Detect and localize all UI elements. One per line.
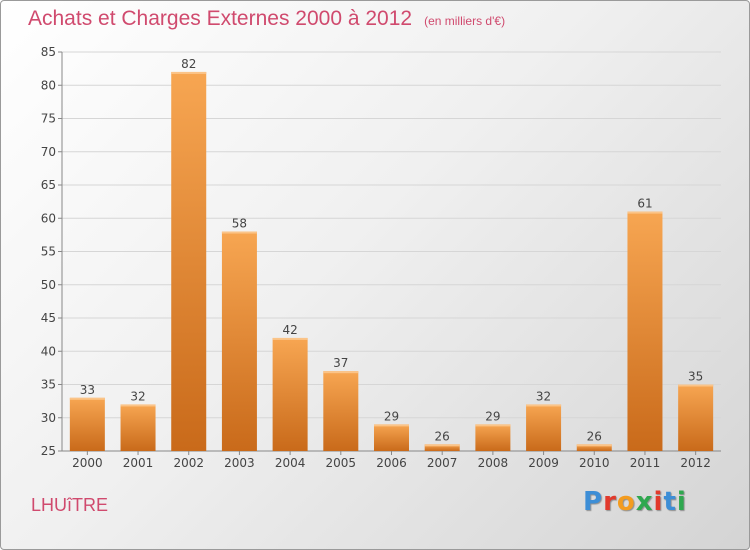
bar-highlight [221, 231, 257, 234]
chart-title: Achats et Charges Externes 2000 à 2012 [28, 7, 413, 30]
x-tick-label: 2008 [478, 456, 509, 470]
brand-letter: x [635, 487, 654, 517]
bar [576, 444, 612, 451]
x-tick-label: 2009 [528, 456, 559, 470]
data-label: 29 [384, 409, 399, 423]
label-layer: 33 32 82 58 42 37 29 26 29 32 26 61 35 [80, 57, 704, 443]
bar-highlight [171, 71, 207, 74]
bar [627, 211, 663, 451]
bar-highlight [627, 211, 663, 214]
data-label: 26 [435, 429, 450, 443]
data-label: 32 [130, 389, 145, 403]
bar-highlight [272, 337, 308, 340]
data-label: 29 [485, 409, 500, 423]
brand-letter: o [616, 487, 636, 517]
bar-highlight [69, 397, 105, 400]
bar [323, 371, 359, 451]
axis-layer: 25 30 35 40 45 50 55 60 65 70 75 80 85 2000 2001 2002 20… [41, 45, 721, 470]
y-tick-label: 25 [41, 444, 56, 458]
y-tick-label: 35 [41, 378, 56, 392]
y-tick-label: 45 [41, 311, 56, 325]
y-tick-label: 65 [41, 178, 56, 192]
brand-letter: t [663, 487, 677, 517]
brand-letter: i [653, 487, 664, 517]
x-tick-label: 2012 [680, 456, 711, 470]
x-tick-label: 2005 [326, 456, 357, 470]
bar-highlight [576, 444, 612, 447]
bar [526, 404, 562, 451]
y-tick-label: 70 [41, 145, 56, 159]
x-tick-label: 2011 [630, 456, 661, 470]
brand-letter: r [603, 487, 617, 517]
y-tick-label: 80 [41, 78, 56, 92]
bar-highlight [526, 404, 562, 407]
brand-letter: P [583, 487, 604, 517]
bar-highlight [678, 384, 714, 387]
bar [374, 424, 409, 451]
x-tick-label: 2003 [224, 456, 255, 470]
y-tick-label: 30 [41, 411, 56, 425]
y-tick-label: 75 [41, 112, 56, 126]
data-label: 35 [688, 370, 703, 384]
y-tick-label: 40 [41, 344, 56, 358]
x-tick-label: 2001 [123, 456, 154, 470]
x-tick-label: 2007 [427, 456, 458, 470]
bar [272, 337, 308, 451]
bar [424, 444, 460, 451]
x-tick-label: 2002 [173, 456, 204, 470]
bar-layer [69, 71, 714, 451]
bar [678, 384, 714, 451]
commune-name: LHUîTRE [31, 495, 109, 515]
grid-layer [62, 51, 721, 452]
data-label: 61 [637, 197, 652, 211]
x-tick-label: 2010 [579, 456, 610, 470]
bar-highlight [424, 444, 460, 447]
x-tick-label: 2006 [376, 456, 407, 470]
bar-highlight [323, 371, 359, 374]
bar-highlight [120, 404, 156, 407]
y-tick-label: 85 [41, 45, 56, 59]
bar-highlight [475, 424, 511, 427]
y-tick-label: 50 [41, 278, 56, 292]
bar [69, 397, 105, 451]
bar [475, 424, 511, 451]
bar [171, 71, 207, 451]
data-label: 37 [333, 356, 348, 370]
bar-highlight [374, 424, 409, 427]
proxiti-logo: Proxiti [583, 487, 687, 517]
data-label: 82 [181, 57, 196, 71]
chart-header: Achats et Charges Externes 2000 à 2012 (… [28, 7, 505, 31]
brand-letter: i [676, 487, 687, 517]
data-label: 33 [80, 383, 95, 397]
data-label: 32 [536, 389, 551, 403]
y-tick-label: 55 [41, 245, 56, 259]
bar [221, 231, 257, 451]
x-tick-label: 2000 [72, 456, 103, 470]
chart-subtitle: (en milliers d'€) [424, 14, 506, 28]
data-label: 26 [587, 429, 602, 443]
data-label: 58 [232, 217, 247, 231]
x-tick-label: 2004 [275, 456, 306, 470]
bar [120, 404, 156, 451]
data-label: 42 [282, 323, 297, 337]
y-tick-label: 60 [41, 211, 56, 225]
